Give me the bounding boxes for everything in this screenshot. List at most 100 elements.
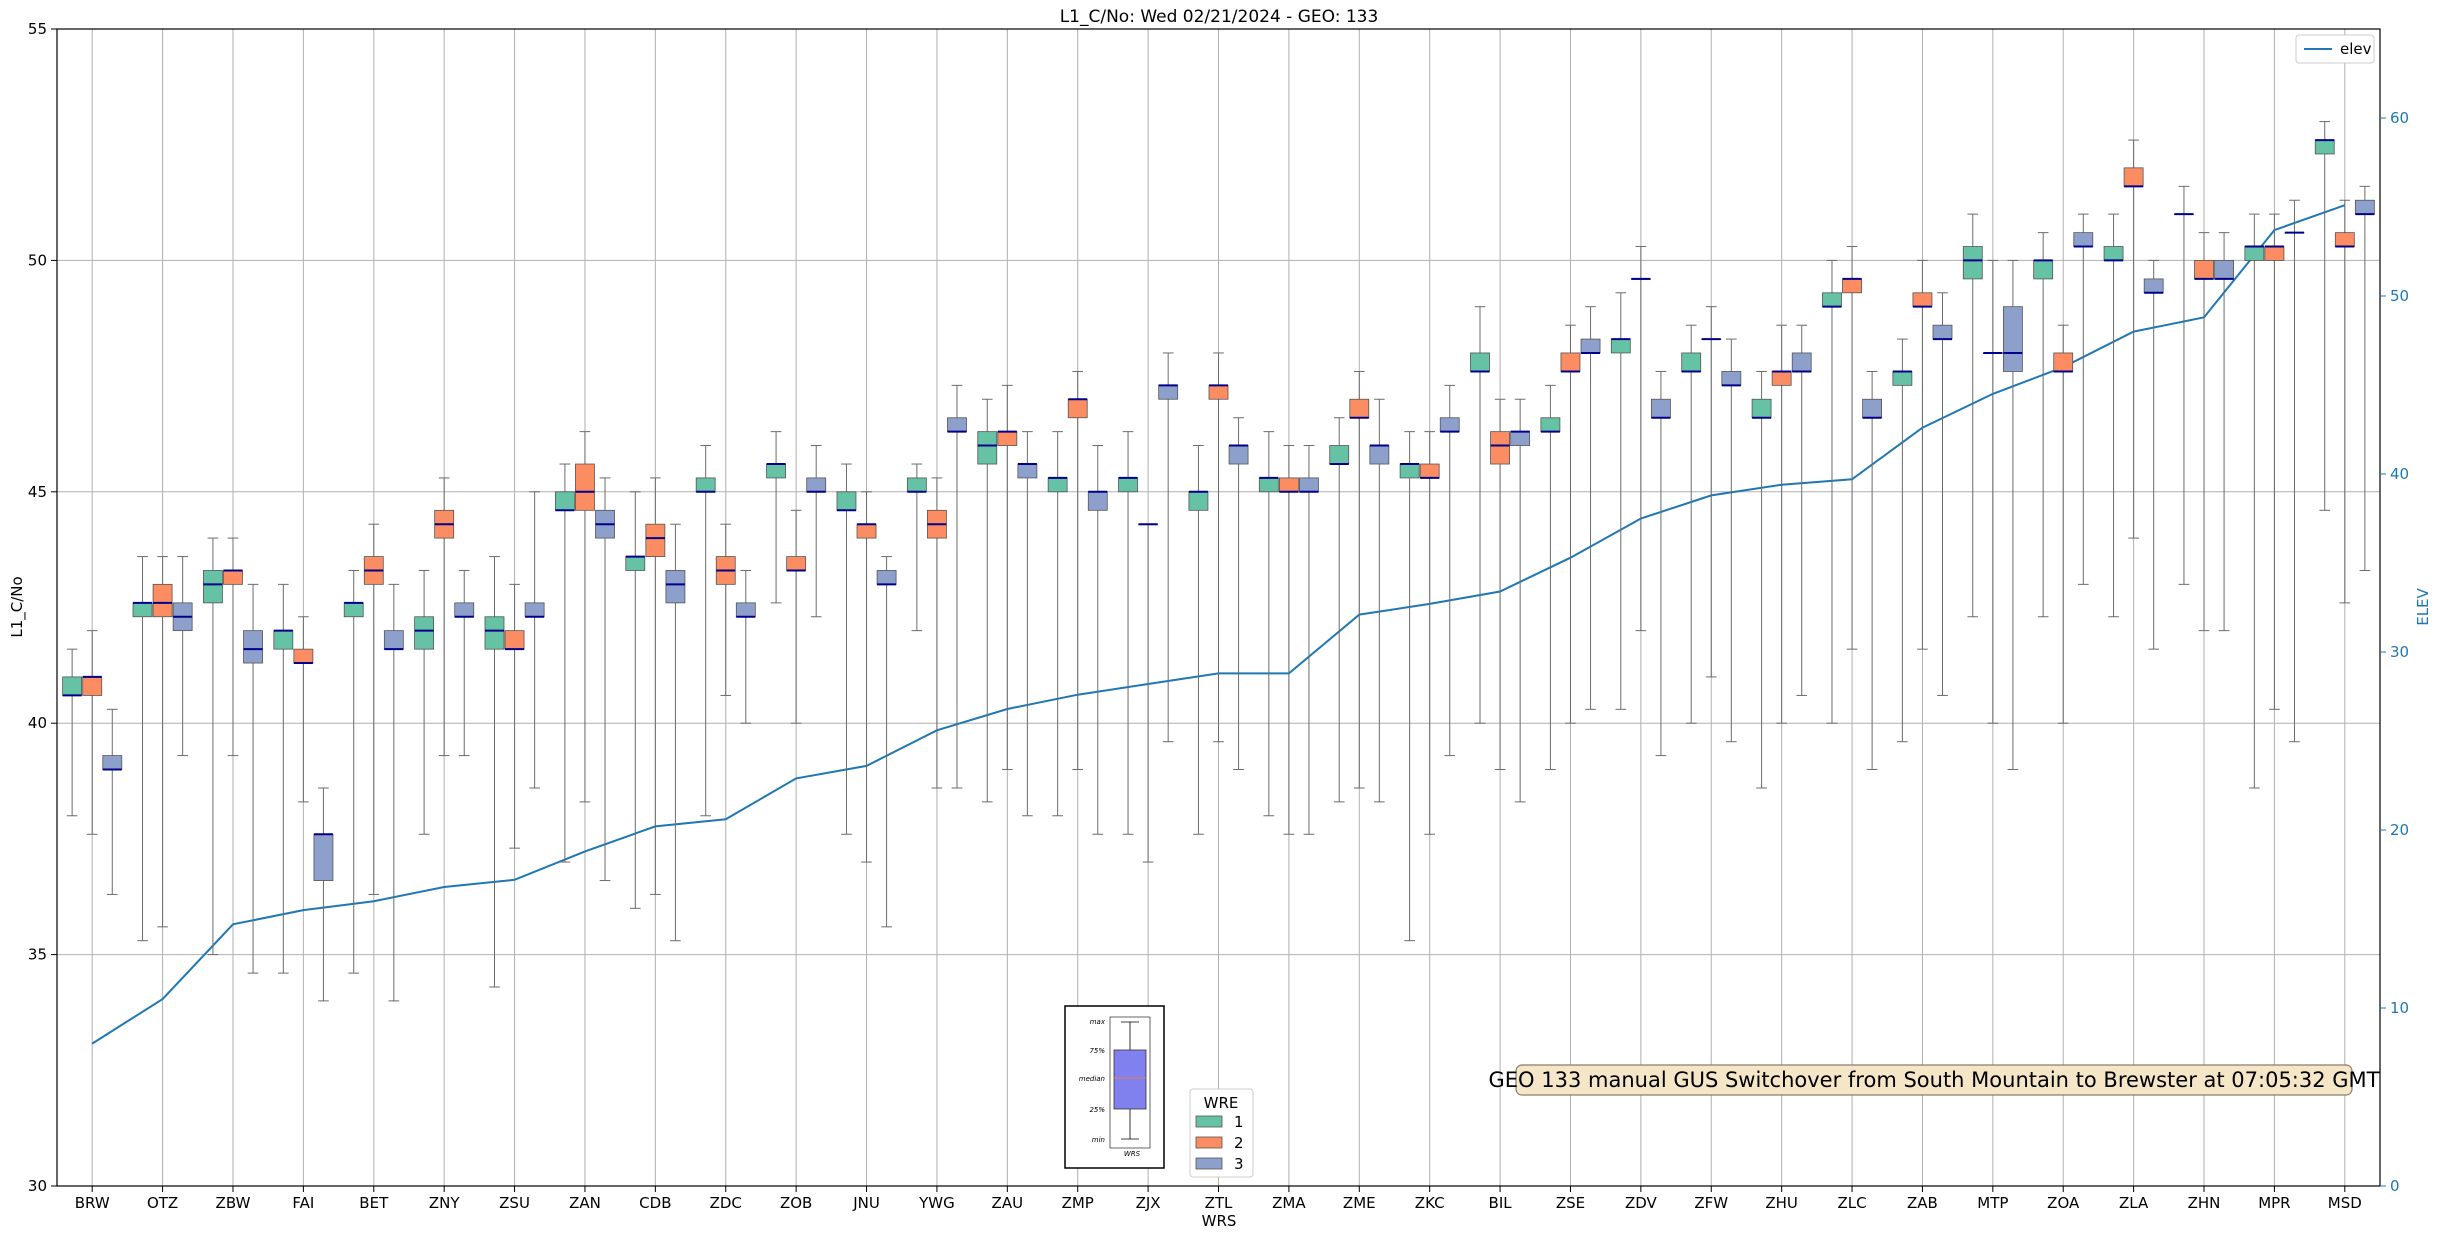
box-iqr bbox=[454, 602, 475, 618]
x-tick-label: ZLA bbox=[2119, 1194, 2149, 1212]
box-ZOA-wre3 bbox=[2073, 213, 2094, 585]
box-iqr bbox=[1017, 463, 1038, 479]
y-tick-label: 35 bbox=[28, 946, 47, 964]
x-tick-label: BIL bbox=[1489, 1194, 1513, 1212]
box-ZKC-wre1 bbox=[1399, 431, 1420, 942]
box-iqr bbox=[1721, 371, 1742, 386]
box-key-inset: max 75% median 25% min WRS bbox=[1064, 1005, 1165, 1169]
y-tick-label: 55 bbox=[28, 20, 47, 38]
box-iqr bbox=[1771, 371, 1792, 386]
y-tick-label: 40 bbox=[28, 714, 47, 732]
box-iqr bbox=[1158, 384, 1179, 400]
box-ZDC-wre2 bbox=[715, 523, 736, 696]
y2-tick-label: 40 bbox=[2390, 465, 2409, 483]
box-iqr bbox=[695, 477, 716, 493]
x-tick-label: ZME bbox=[1343, 1194, 1376, 1212]
box-BIL-wre1 bbox=[1470, 306, 1490, 724]
box-iqr bbox=[504, 630, 525, 650]
box-iqr bbox=[524, 602, 545, 618]
box-iqr bbox=[2143, 278, 2164, 294]
box-iqr bbox=[62, 676, 83, 696]
box-ZKC-wre3 bbox=[1439, 384, 1460, 757]
x-tick-label: MTP bbox=[1977, 1194, 2008, 1212]
box-ZOB-wre3 bbox=[806, 445, 827, 618]
wre-legend-label-1: 1 bbox=[1234, 1113, 1244, 1131]
box-ZNY-wre3 bbox=[454, 569, 475, 757]
box-ZFW-wre2 bbox=[1701, 306, 1722, 678]
y2-tick-label: 30 bbox=[2390, 643, 2409, 661]
box-ZSE-wre2 bbox=[1560, 324, 1581, 724]
box-iqr bbox=[1439, 417, 1460, 433]
box-ZDV-wre2 bbox=[1630, 246, 1651, 632]
box-iqr bbox=[203, 570, 223, 604]
x-tick-label: ZAU bbox=[992, 1194, 1024, 1212]
box-iqr bbox=[1047, 477, 1068, 493]
y2-tick-label: 60 bbox=[2390, 109, 2409, 127]
box-MPR-wre3 bbox=[2284, 199, 2305, 743]
box-iqr bbox=[906, 477, 927, 493]
box-iqr bbox=[1419, 463, 1440, 479]
box-iqr bbox=[554, 491, 575, 511]
box-iqr bbox=[1862, 398, 1883, 419]
box-iqr bbox=[997, 431, 1018, 446]
box-iqr bbox=[1610, 338, 1631, 354]
x-tick-label: ZNY bbox=[429, 1194, 460, 1212]
box-iqr bbox=[1258, 477, 1279, 493]
box-iqr bbox=[1118, 477, 1138, 493]
y2-tick-label: 20 bbox=[2390, 821, 2409, 839]
box-MTP-wre3 bbox=[2002, 259, 2023, 770]
box-key-label-median: median bbox=[1079, 1075, 1105, 1083]
x-tick-label: BET bbox=[359, 1194, 389, 1212]
box-iqr bbox=[1228, 445, 1249, 465]
wre-legend: WRE 1 2 3 bbox=[1189, 1088, 1254, 1178]
box-ZTL-wre2 bbox=[1208, 352, 1229, 743]
box-MPR-wre2 bbox=[2264, 213, 2285, 710]
box-ZME-wre1 bbox=[1329, 417, 1350, 803]
box-iqr bbox=[856, 523, 877, 539]
box-ZHN-wre1 bbox=[2174, 185, 2194, 585]
box-key-inner-frame bbox=[1109, 1016, 1151, 1149]
box-ZOB-wre2 bbox=[786, 509, 807, 724]
box-iqr bbox=[2314, 139, 2335, 155]
elev-legend-box bbox=[2295, 34, 2375, 64]
box-iqr bbox=[2244, 246, 2265, 261]
box-YWG-wre2 bbox=[927, 477, 947, 789]
box-iqr bbox=[735, 602, 756, 618]
box-iqr bbox=[1560, 352, 1581, 372]
box-ZBW-wre3 bbox=[243, 583, 263, 974]
box-ZSE-wre1 bbox=[1540, 384, 1561, 770]
y2-tick-label: 0 bbox=[2390, 1177, 2400, 1195]
x-tick-label: ZTL bbox=[1205, 1194, 1233, 1212]
box-iqr bbox=[947, 417, 967, 433]
elev-legend-label: elev bbox=[2340, 40, 2372, 58]
box-ZMA-wre2 bbox=[1278, 445, 1299, 835]
box-ZJX-wre3 bbox=[1158, 352, 1179, 743]
box-iqr bbox=[665, 570, 686, 604]
axes: BRW OTZ ZBW FAI BET ZNY ZSU ZAN CDB ZDC ZOB JNU YWG Z… bbox=[28, 20, 2409, 1212]
box-iqr bbox=[383, 630, 404, 650]
box-MTP-wre1 bbox=[1962, 213, 1983, 618]
box-CDB-wre2 bbox=[645, 477, 666, 895]
x-tick-label: ZJX bbox=[1136, 1194, 1161, 1212]
box-iqr bbox=[1651, 398, 1671, 419]
wre-legend-title: WRE bbox=[1204, 1094, 1239, 1112]
box-ZSU-wre2 bbox=[504, 583, 525, 849]
box-iqr bbox=[343, 602, 364, 618]
x-tick-label: ZDV bbox=[1625, 1194, 1658, 1212]
box-iqr bbox=[1087, 491, 1108, 511]
x-tick-label: MPR bbox=[2258, 1194, 2290, 1212]
box-ZLC-wre2 bbox=[1842, 246, 1862, 650]
box-key-label-min: min bbox=[1092, 1136, 1105, 1144]
box-ZLA-wre3 bbox=[2143, 259, 2164, 650]
box-OTZ-wre2 bbox=[152, 556, 173, 928]
box-iqr bbox=[1299, 477, 1319, 493]
box-iqr bbox=[1751, 398, 1772, 419]
box-iqr bbox=[1540, 417, 1561, 433]
box-ZJX-wre1 bbox=[1118, 431, 1138, 835]
box-ZHN-wre2 bbox=[2194, 232, 2214, 632]
box-iqr bbox=[2194, 259, 2214, 280]
box-iqr bbox=[1842, 278, 1862, 294]
box-ZLA-wre2 bbox=[2123, 139, 2144, 539]
box-OTZ-wre3 bbox=[172, 556, 193, 757]
